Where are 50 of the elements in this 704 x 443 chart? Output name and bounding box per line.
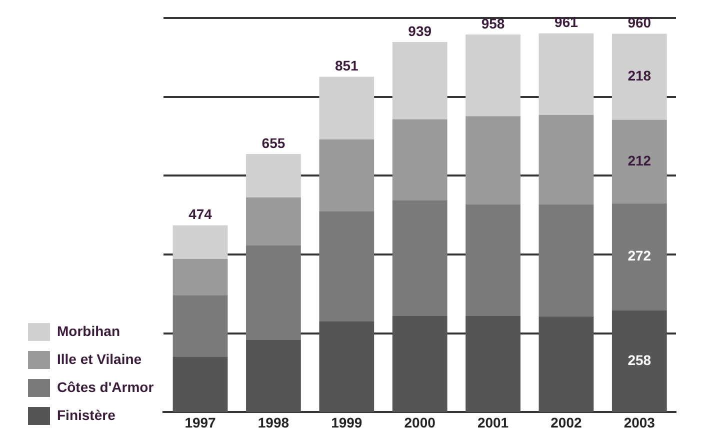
bar <box>246 340 301 412</box>
bar <box>612 120 667 204</box>
bar <box>319 76 374 140</box>
x-tick-label: 2001 <box>477 414 509 430</box>
bar <box>246 154 301 198</box>
bar <box>172 295 228 357</box>
bar <box>612 310 667 412</box>
total-label: 851 <box>334 58 359 74</box>
bar <box>246 245 301 340</box>
bar <box>392 42 448 120</box>
bar <box>172 258 228 296</box>
bar <box>246 197 301 246</box>
bar <box>538 204 594 316</box>
bar <box>466 316 520 412</box>
total-label: 939 <box>408 22 432 39</box>
bar <box>612 203 667 310</box>
data-label: 212 <box>628 152 652 168</box>
bar <box>612 34 667 120</box>
legend-label: Ille et Vilaine <box>57 350 142 367</box>
bar <box>466 116 520 204</box>
legend-label: Finistère <box>57 406 116 423</box>
total-label: 961 <box>554 14 578 30</box>
bar <box>392 200 448 316</box>
data-label: 258 <box>628 352 652 368</box>
legend-label: Côtes d'Armor <box>57 378 154 395</box>
bar <box>538 316 594 412</box>
x-tick-label: 1998 <box>258 414 290 430</box>
x-tick-label: 1999 <box>331 414 362 430</box>
total-label: 655 <box>262 134 286 151</box>
bar <box>466 204 520 316</box>
x-tick-label: 2000 <box>404 414 436 430</box>
bar <box>172 356 228 412</box>
x-tick-label: 2003 <box>624 414 656 430</box>
total-label: 958 <box>481 15 505 32</box>
x-tick-label: 2002 <box>550 414 582 430</box>
bar <box>392 316 448 412</box>
bar <box>538 33 594 115</box>
legend-label: Morbihan <box>57 322 120 339</box>
total-label: 474 <box>188 206 212 222</box>
bar <box>319 322 374 412</box>
bar <box>392 119 448 200</box>
bar <box>538 114 594 204</box>
bar <box>319 212 374 322</box>
bar <box>466 34 520 116</box>
bar <box>319 139 374 212</box>
x-tick-label: 1997 <box>184 414 216 430</box>
data-label: 272 <box>628 248 652 264</box>
bar <box>172 225 228 259</box>
data-label: 218 <box>628 68 652 84</box>
total-label: 960 <box>628 14 652 31</box>
